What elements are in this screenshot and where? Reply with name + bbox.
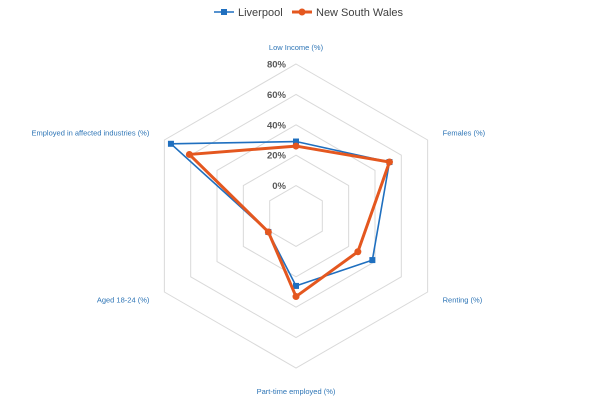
axis-label: Females (%) [443,129,486,138]
series-new-south-wales [185,142,393,301]
label-layer: 0% 20% 40% 60% 80% Low Income (%) Females (%) R… [32,43,486,396]
legend-item: New South Wales [292,7,404,19]
r-tick-label: 80% [267,60,287,71]
axis-label: Employed in affected industries (%) [32,129,150,138]
data-point [264,228,272,236]
legend-label: New South Wales [316,7,404,19]
legend: Liverpool New South Wales [214,7,404,19]
data-point [369,257,376,264]
series-line [170,140,391,287]
grid-layer [163,63,429,369]
data-point [292,293,300,301]
r-tick-label: 60% [267,90,287,101]
axis-label: Low Income (%) [269,43,324,52]
axis-label: Aged 18-24 (%) [97,296,150,305]
data-point [385,158,393,166]
grid-ring-1 [269,185,323,247]
legend-item: Liverpool [214,7,283,19]
data-point [293,138,299,145]
legend-label: Liverpool [238,7,283,19]
grid-ring-2 [242,154,350,278]
axis-label: Part-time employed (%) [257,387,336,396]
legend-marker-circle [298,8,306,16]
r-tick-label: 40% [267,120,287,131]
series-layer [167,138,393,301]
data-point [354,248,362,256]
r-tick-label: 0% [272,181,286,192]
grid-ring-3 [216,124,376,308]
data-point [293,282,299,289]
data-point [292,142,300,150]
legend-marker-square [221,9,227,15]
data-point [167,140,174,147]
grid-ring-5 [163,63,429,369]
r-tick-label: 20% [267,151,287,162]
data-point [185,150,193,158]
axis-label: Renting (%) [443,296,483,305]
